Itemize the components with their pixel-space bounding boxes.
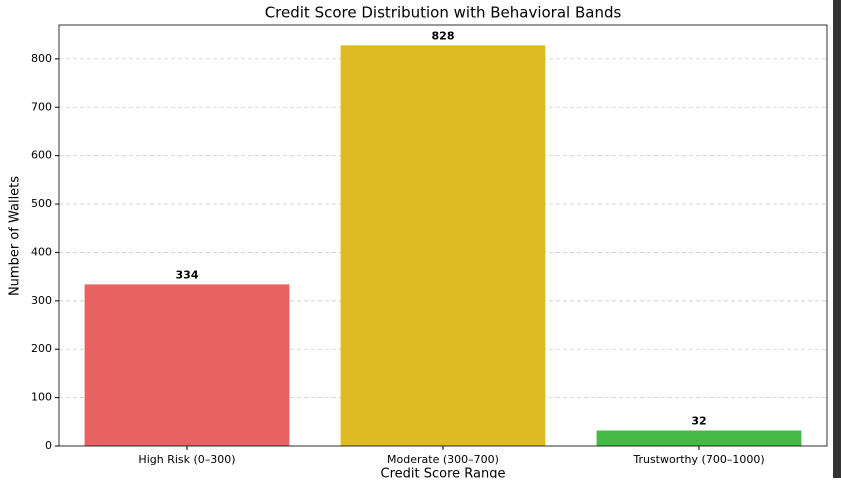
- bar: [596, 430, 802, 446]
- y-tick-label: 700: [31, 100, 52, 113]
- x-tick-label: Moderate (300–700): [387, 453, 499, 466]
- value-label: 334: [176, 268, 199, 281]
- chart-title: Credit Score Distribution with Behaviora…: [265, 4, 622, 22]
- plot-frame: [58, 24, 828, 447]
- scrollbar: [833, 0, 841, 478]
- x-tick-label: High Risk (0–300): [138, 453, 235, 466]
- x-axis-label: Credit Score Range: [381, 467, 506, 479]
- bar: [340, 45, 546, 447]
- value-label: 32: [691, 415, 706, 428]
- y-tick-label: 300: [31, 294, 52, 307]
- y-tick-label: 800: [31, 52, 52, 65]
- x-tick-label: Trustworthy (700–1000): [632, 453, 764, 466]
- y-axis-label: Number of Wallets: [8, 176, 23, 296]
- value-label: 828: [432, 29, 455, 42]
- y-tick-label: 100: [31, 391, 52, 404]
- y-tick-label: 400: [31, 245, 52, 258]
- y-tick-label: 0: [45, 439, 52, 452]
- y-tick-label: 200: [31, 342, 52, 355]
- y-tick-label: 600: [31, 149, 52, 162]
- y-tick-label: 500: [31, 197, 52, 210]
- bar: [84, 284, 290, 446]
